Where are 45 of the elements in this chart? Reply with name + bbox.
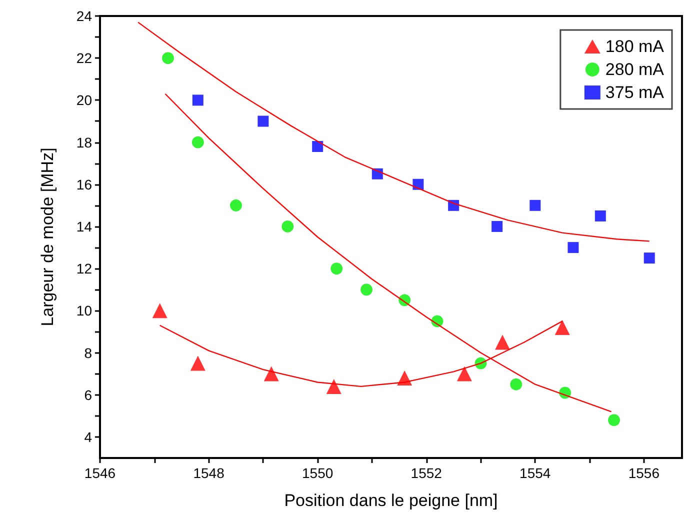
point [190,356,206,371]
y-tick-label: 20 [76,92,92,108]
point [608,414,620,426]
point [162,52,174,64]
point [192,136,204,148]
x-tick-label: 1552 [410,465,442,481]
point [330,262,343,275]
x-tick-label: 1554 [520,465,551,481]
x-axis-title: Position dans le peigne [nm] [284,491,498,510]
x-tick-label: 1550 [302,465,334,481]
x-tick-label: 1556 [628,465,660,481]
y-tick-label: 8 [84,344,92,361]
x-tick-label: 1546 [84,465,116,481]
point [456,366,472,382]
point [258,116,269,127]
point [312,140,324,152]
point [644,252,655,264]
point [230,199,242,212]
point [360,284,373,296]
point [594,210,606,222]
point [554,320,570,336]
point [492,220,503,232]
y-tick-label: 22 [76,50,92,66]
point [568,242,579,254]
legend-label: 375 mA [605,83,665,102]
point [326,378,342,394]
y-tick-label: 24 [76,8,92,24]
y-tick-label: 16 [76,176,92,192]
legend-label: 180 mA [605,37,665,56]
y-tick-label: 12 [76,260,92,277]
y-tick-label: 14 [76,218,92,234]
y-tick-label: 10 [76,302,92,319]
y-axis-title: Largeur de mode [MHz] [38,148,57,326]
point [510,378,522,390]
point [282,220,294,232]
point [495,334,510,350]
legend-label: 280 mA [605,60,665,79]
point [530,200,541,211]
y-tick-label: 6 [84,386,92,403]
point [264,366,279,382]
y-tick-label: 18 [76,134,92,150]
x-tick-label: 1548 [193,465,225,481]
point [152,303,168,318]
point [192,94,204,106]
y-tick-label: 4 [84,428,92,445]
